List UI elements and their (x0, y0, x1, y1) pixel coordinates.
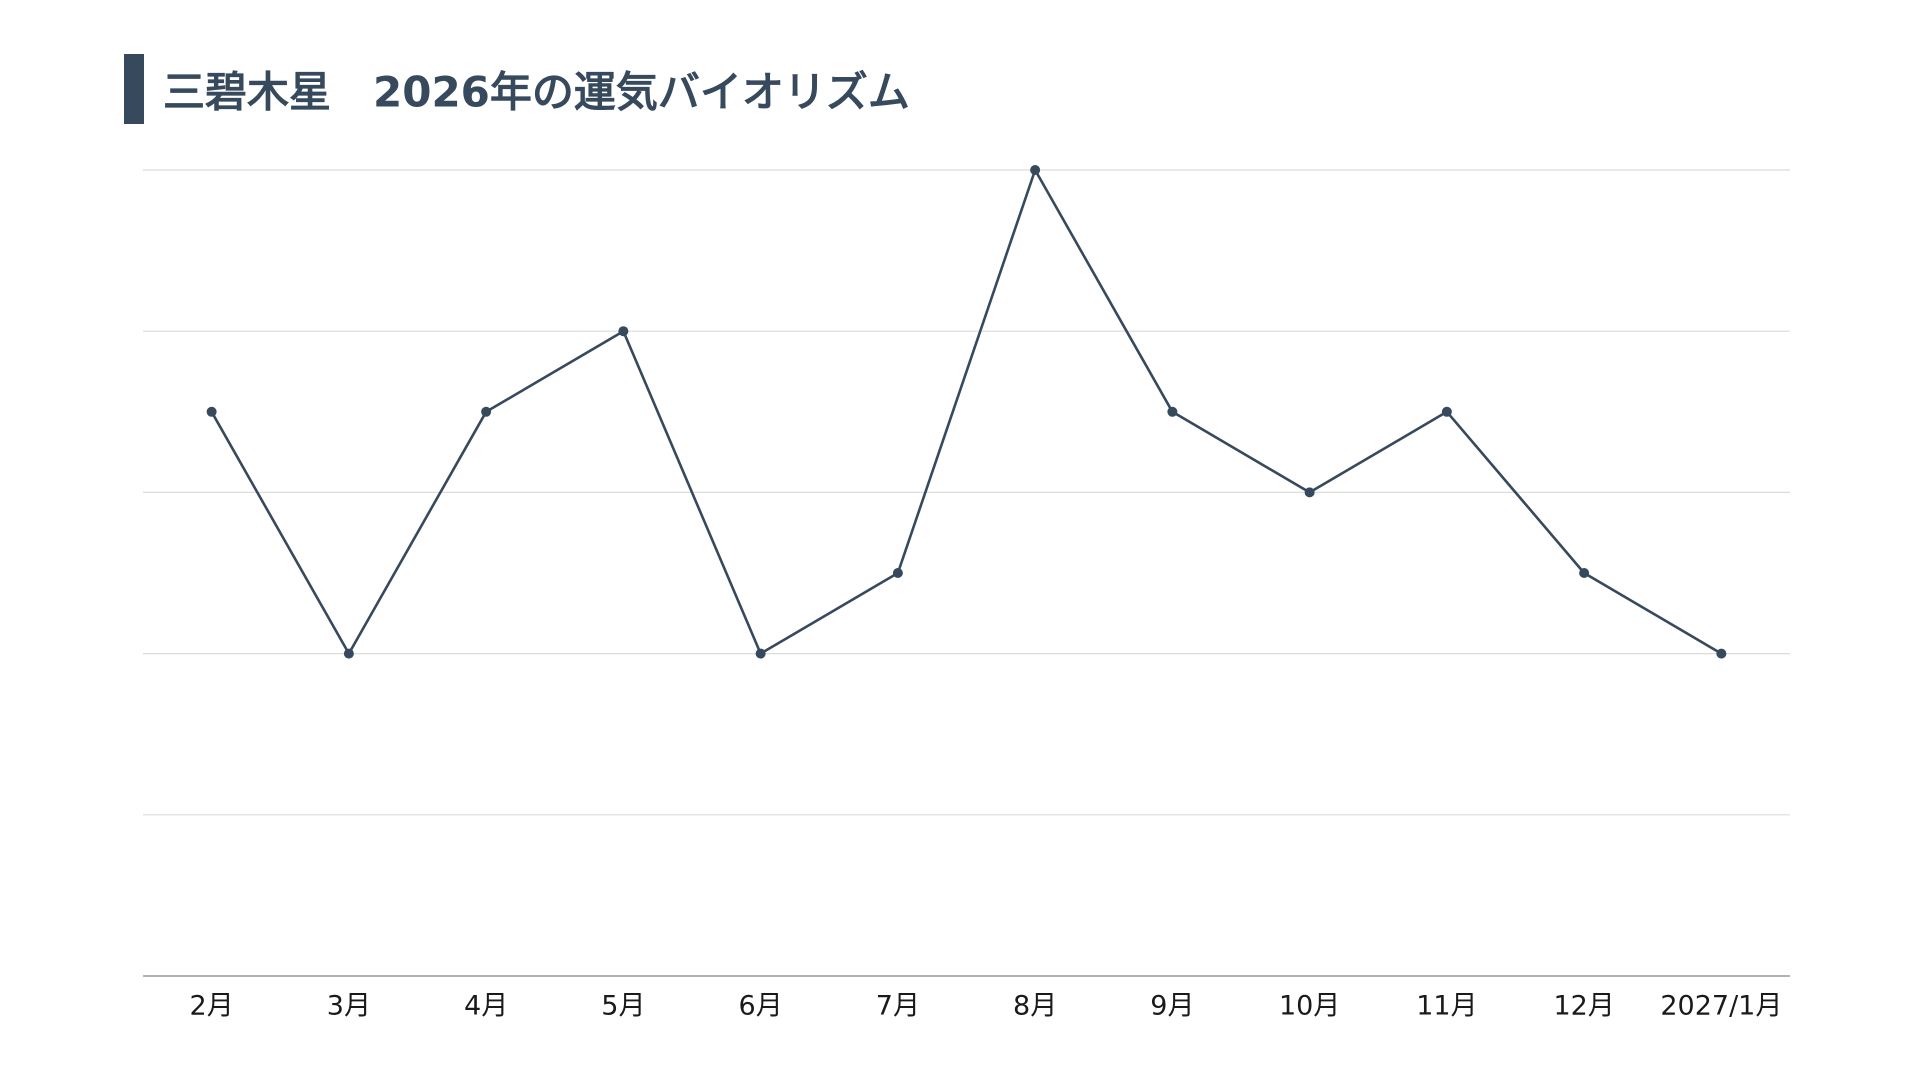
point (1716, 648, 1727, 659)
point (343, 648, 354, 659)
x-tick-label: 6月 (739, 991, 783, 1022)
x-tick-label: 3月 (327, 991, 371, 1022)
point (892, 568, 903, 578)
point (1304, 487, 1315, 498)
chart-title: 三碧木星 2026年の運気バイオリズム (163, 68, 910, 117)
x-tick-label: 11月 (1416, 991, 1477, 1022)
x-tick-label: 12月 (1553, 991, 1614, 1022)
point (206, 406, 217, 417)
point (1167, 406, 1178, 417)
point (1030, 165, 1041, 175)
point (1441, 406, 1452, 417)
line (210, 168, 1723, 655)
x-tick-label: 9月 (1150, 991, 1194, 1022)
x-tick-label: 5月 (601, 991, 645, 1022)
point (618, 326, 629, 337)
point (481, 406, 492, 417)
x-tick-label: 7月 (876, 991, 920, 1022)
point (755, 648, 766, 659)
title-accent (124, 54, 144, 124)
x-tick-label: 10月 (1279, 991, 1340, 1022)
point (1579, 568, 1590, 578)
x-tick-label: 8月 (1013, 991, 1057, 1022)
x-tick-label: 2月 (190, 991, 234, 1022)
x-tick-label: 4月 (464, 991, 508, 1022)
x-tick-label: 2027/1月 (1660, 991, 1782, 1022)
